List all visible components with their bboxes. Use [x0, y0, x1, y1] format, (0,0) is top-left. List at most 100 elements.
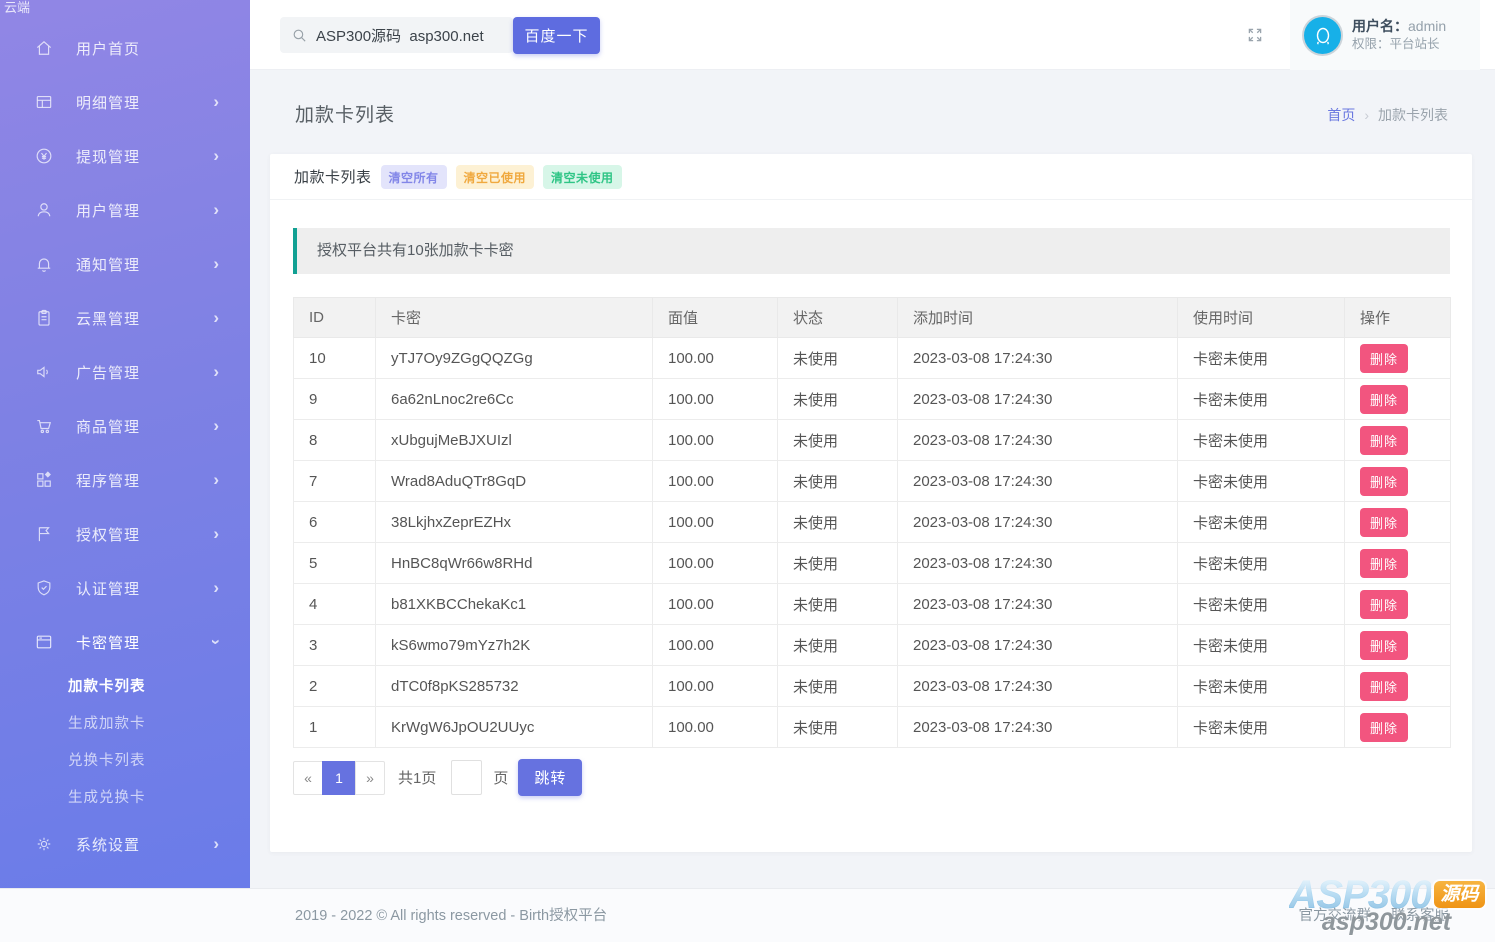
sidebar-item-goods-mgmt[interactable]: 商品管理 › [0, 399, 250, 453]
cell-value: 100.00 [652, 583, 778, 625]
clear-unused-button[interactable]: 清空未使用 [543, 164, 622, 189]
clipboard-icon [34, 308, 54, 328]
delete-button[interactable]: 删除 [1360, 630, 1409, 660]
delete-button[interactable]: 删除 [1360, 671, 1409, 701]
delete-button[interactable]: 删除 [1360, 384, 1409, 414]
prev-page-button[interactable]: « [293, 760, 323, 795]
col-header-code: 卡密 [375, 297, 653, 338]
cell-used-time: 卡密未使用 [1177, 583, 1345, 625]
chevron-right-icon: › [213, 415, 220, 435]
cell-code: Wrad8AduQTr8GqD [375, 460, 653, 502]
sidebar-item-program-mgmt[interactable]: 程序管理 › [0, 453, 250, 507]
cart-icon [34, 416, 54, 436]
cell-value: 100.00 [652, 337, 778, 379]
search-input[interactable] [316, 26, 506, 44]
cell-value: 100.00 [652, 460, 778, 502]
cell-used-time: 卡密未使用 [1177, 706, 1345, 748]
speaker-icon [34, 362, 54, 382]
jump-page-input[interactable] [451, 760, 483, 795]
chevron-right-icon: › [213, 577, 220, 597]
page-1-button[interactable]: 1 [322, 760, 356, 795]
cell-added-time: 2023-03-08 17:24:30 [897, 665, 1178, 707]
sidebar-item-ad-mgmt[interactable]: 广告管理 › [0, 345, 250, 399]
sidebar-subitem-create-recharge-card[interactable]: 生成加款卡 [68, 716, 146, 732]
sidebar-item-notice-mgmt[interactable]: 通知管理 › [0, 237, 250, 291]
delete-button[interactable]: 删除 [1360, 589, 1409, 619]
sidebar-item-card-mgmt[interactable]: 卡密管理 › [0, 615, 250, 669]
panel-title: 加款卡列表 [294, 169, 372, 186]
clear-all-button[interactable]: 清空所有 [380, 164, 447, 189]
sidebar-item-label: 通知管理 [76, 256, 141, 274]
sidebar-item-cert-mgmt[interactable]: 认证管理 › [0, 561, 250, 615]
sidebar-item-detail-mgmt[interactable]: 明细管理 › [0, 75, 250, 129]
delete-button[interactable]: 删除 [1360, 712, 1409, 742]
sidebar-item-label: 商品管理 [76, 418, 141, 436]
brand-label: 云端 [4, 0, 31, 15]
delete-button[interactable]: 删除 [1360, 507, 1409, 537]
breadcrumb-home-link[interactable]: 首页 [1327, 107, 1356, 123]
cell-value: 100.00 [652, 378, 778, 420]
chevron-right-icon: › [213, 145, 220, 165]
cell-added-time: 2023-03-08 17:24:30 [897, 419, 1178, 461]
chevron-down-icon: › [207, 638, 227, 646]
home-icon [34, 38, 54, 58]
sidebar-subitem-recharge-card-list[interactable]: 加款卡列表 [68, 679, 146, 695]
cell-value: 100.00 [652, 419, 778, 461]
col-header-added-time: 添加时间 [897, 297, 1178, 338]
footer-links: 官方交流群 联系客服 [1299, 904, 1450, 925]
cell-added-time: 2023-03-08 17:24:30 [897, 460, 1178, 502]
cell-code: xUbgujMeBJXUIzl [375, 419, 653, 461]
footer: 2019 - 2022 © All rights reserved - Birt… [0, 888, 1495, 942]
cell-code: yTJ7Oy9ZGgQQZGg [375, 337, 653, 379]
next-page-button[interactable]: » [355, 760, 385, 795]
contact-support-link[interactable]: 联系客服 [1391, 908, 1449, 924]
sidebar-item-auth-mgmt[interactable]: 授权管理 › [0, 507, 250, 561]
col-header-action: 操作 [1344, 297, 1451, 338]
sidebar: 云端 用户首页 明细管理 › 提现管理 › 用户管理 › 通知管理 › [0, 0, 250, 888]
col-header-used-time: 使用时间 [1177, 297, 1345, 338]
delete-button[interactable]: 删除 [1360, 548, 1409, 578]
shield-check-icon [34, 578, 54, 598]
cell-action: 删除 [1344, 706, 1451, 748]
chevron-right-icon: › [213, 253, 220, 273]
cell-status: 未使用 [777, 624, 898, 666]
sidebar-item-user-mgmt[interactable]: 用户管理 › [0, 183, 250, 237]
official-group-link[interactable]: 官方交流群 [1298, 908, 1372, 924]
sidebar-item-withdraw-mgmt[interactable]: 提现管理 › [0, 129, 250, 183]
blocks-icon [34, 470, 54, 490]
sidebar-item-user-home[interactable]: 用户首页 [0, 21, 250, 75]
jump-button[interactable]: 跳转 [518, 759, 583, 796]
table-row: 7 Wrad8AduQTr8GqD 100.00 未使用 2023-03-08 … [293, 460, 1451, 502]
chevron-right-icon: › [213, 833, 220, 853]
cell-action: 删除 [1344, 337, 1451, 379]
cell-id: 10 [293, 337, 376, 379]
sidebar-item-other-components[interactable]: 其他组件 › [0, 871, 250, 888]
chevron-right-icon: › [213, 469, 220, 489]
baidu-search-button[interactable]: 百度一下 [513, 17, 600, 54]
sidebar-subitem-redeem-card-list[interactable]: 兑换卡列表 [68, 753, 146, 769]
fullscreen-icon[interactable] [1246, 26, 1264, 44]
sidebar-item-label: 广告管理 [76, 364, 141, 382]
page-unit-label: 页 [493, 770, 509, 787]
delete-button[interactable]: 删除 [1360, 466, 1409, 496]
clear-used-button[interactable]: 清空已使用 [455, 164, 535, 189]
chevron-right-icon: › [213, 91, 220, 111]
cell-action: 删除 [1344, 583, 1451, 625]
cell-value: 100.00 [652, 665, 778, 707]
sidebar-item-blacklist-mgmt[interactable]: 云黑管理 › [0, 291, 250, 345]
sidebar-item-system-settings[interactable]: 系统设置 › [0, 817, 250, 871]
sidebar-subitem-create-redeem-card[interactable]: 生成兑换卡 [68, 790, 146, 806]
cell-used-time: 卡密未使用 [1177, 378, 1345, 420]
user-panel[interactable]: 用户名：admin 权限：平台站长 [1290, 0, 1480, 70]
cell-code: dTC0f8pKS285732 [375, 665, 653, 707]
delete-button[interactable]: 删除 [1360, 425, 1409, 455]
cell-status: 未使用 [777, 460, 898, 502]
cell-added-time: 2023-03-08 17:24:30 [897, 624, 1178, 666]
cell-status: 未使用 [777, 706, 898, 748]
delete-button[interactable]: 删除 [1360, 343, 1409, 373]
cell-value: 100.00 [652, 542, 778, 584]
col-header-status: 状态 [777, 297, 898, 338]
cell-status: 未使用 [777, 337, 898, 379]
card-icon [34, 632, 54, 652]
panel-header: 加款卡列表 清空所有 清空已使用 清空未使用 [270, 154, 1472, 200]
